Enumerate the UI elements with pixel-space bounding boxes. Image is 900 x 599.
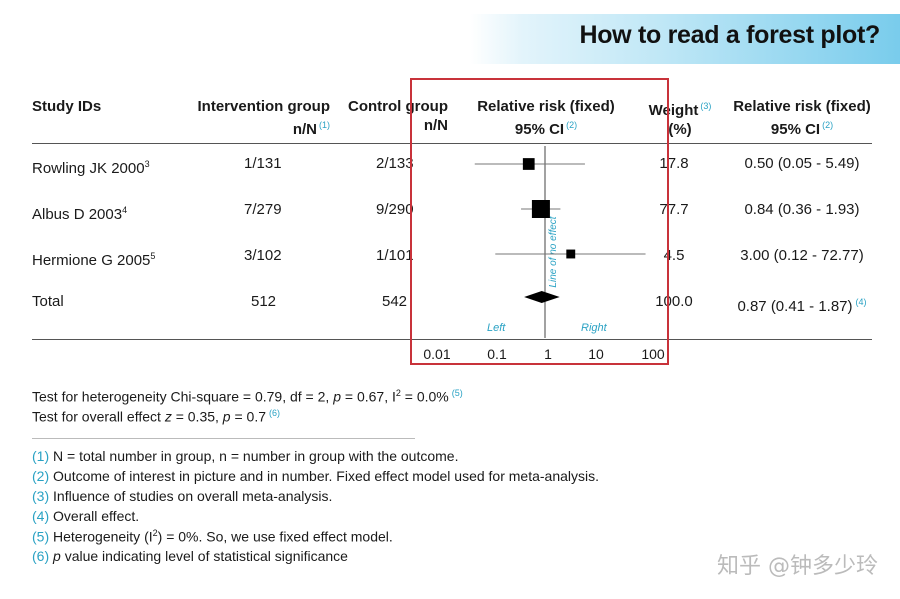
x-tick-label: 0.1: [487, 346, 507, 362]
control-value: 1/101: [376, 247, 414, 264]
watermark: 知乎 @钟多少玲: [717, 554, 878, 579]
study-point: [531, 200, 550, 218]
axis-rule: [32, 339, 872, 340]
ci-value: 0.50 (0.05 - 5.49): [744, 155, 860, 172]
control-value: 2/133: [376, 155, 414, 172]
intervention-value: 3/102: [244, 247, 282, 264]
intervention-value: 7/279: [244, 201, 282, 218]
study-point: [522, 158, 535, 170]
total-weight: 100.0: [655, 293, 693, 310]
footnote: (3) Influence of studies on overall meta…: [32, 488, 333, 504]
footnote: (5) Heterogeneity (I2) = 0%. So, we use …: [32, 528, 393, 545]
left-label: Left: [487, 322, 506, 334]
footnote: (2) Outcome of interest in picture and i…: [32, 468, 600, 484]
header-relative-risk-plot: Relative risk (fixed) 95% CI (2): [477, 98, 615, 138]
pooled-diamond: [524, 291, 560, 303]
weight-value: 77.7: [659, 201, 689, 218]
header-weight: Weight (3) (%): [648, 101, 712, 138]
footnote: (4) Overall effect.: [32, 508, 140, 524]
title-banner: How to read a forest plot?: [470, 14, 900, 64]
intervention-value: 1/131: [244, 155, 282, 172]
study-name: Hermione G 20055: [32, 251, 156, 269]
line-of-no-effect-label: Line of no effect: [548, 215, 559, 287]
footnote: (6) p value indicating level of statisti…: [32, 548, 348, 564]
x-tick-label: 10: [588, 346, 604, 362]
notes-divider: [32, 438, 415, 439]
x-tick-label: 1: [544, 346, 552, 362]
x-tick-label: 100: [641, 346, 665, 362]
heterogeneity-test: Test for heterogeneity Chi-square = 0.79…: [32, 388, 463, 405]
ci-value: 0.84 (0.36 - 1.93): [744, 201, 860, 218]
total-intervention: 512: [251, 293, 277, 310]
total-ci: 0.87 (0.41 - 1.87) (4): [737, 297, 867, 315]
total-label: Total: [32, 293, 64, 310]
header-study-ids: Study IDs: [32, 98, 102, 115]
weight-value: 17.8: [659, 155, 689, 172]
overall-effect-test: Test for overall effect z = 0.35, p = 0.…: [32, 408, 281, 425]
x-tick-label: 0.01: [423, 346, 451, 362]
study-point: [566, 249, 576, 259]
ci-value: 3.00 (0.12 - 72.77): [740, 247, 864, 264]
header-control-group: Control group n/N: [348, 98, 448, 134]
header-relative-risk-ci: Relative risk (fixed) 95% CI (2): [733, 98, 871, 138]
header-intervention-group: Intervention group n/N (1): [197, 98, 331, 138]
footnote: (1) N = total number in group, n = numbe…: [32, 448, 459, 464]
control-value: 9/290: [376, 201, 414, 218]
page-title: How to read a forest plot?: [579, 21, 880, 49]
total-control: 542: [382, 293, 408, 310]
right-label: Right: [581, 322, 607, 334]
header-rule: [32, 143, 872, 144]
highlight-box: [410, 78, 669, 365]
study-name: Rowling JK 20003: [32, 159, 150, 177]
study-name: Albus D 20034: [32, 205, 128, 223]
